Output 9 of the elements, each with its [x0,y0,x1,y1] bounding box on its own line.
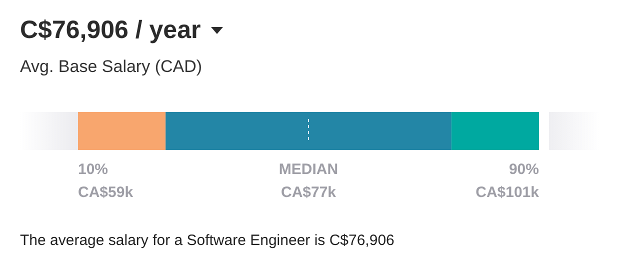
chart-title: C$76,906 / year [20,16,201,45]
text: CA$59k [78,184,134,201]
text: The average salary for a Software Engineer is C$76,906 [20,232,394,249]
text: CA$77k [280,184,337,201]
chart-subtitle: Avg. Base Salary (CAD) [20,57,202,77]
text: 10% [78,161,108,178]
ref-line-label: MEDIAN [278,161,338,178]
text: 90% [508,161,539,178]
text: CA$101k [476,184,540,201]
